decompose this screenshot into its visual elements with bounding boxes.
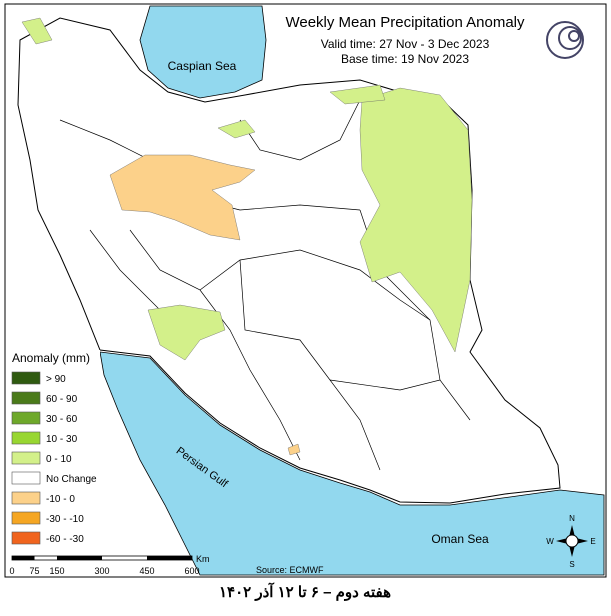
scale-label: 450 bbox=[139, 566, 154, 576]
legend-swatch bbox=[11, 451, 41, 465]
patch-positive bbox=[147, 304, 226, 361]
scale-segment bbox=[12, 556, 35, 560]
legend-swatch bbox=[11, 511, 41, 525]
compass-w: W bbox=[546, 537, 554, 546]
legend-label: 60 - 90 bbox=[46, 394, 78, 405]
scale-label: 300 bbox=[94, 566, 109, 576]
legend-label: -30 - -10 bbox=[46, 514, 84, 525]
scale-segment bbox=[147, 556, 192, 560]
compass-e: E bbox=[590, 537, 595, 546]
scale-label: 600 bbox=[184, 566, 199, 576]
logo bbox=[546, 21, 584, 59]
base-time: Base time: 19 Nov 2023 bbox=[341, 52, 469, 66]
legend-label: -10 - 0 bbox=[46, 494, 75, 505]
legend-swatch bbox=[11, 491, 41, 505]
patch-negative bbox=[109, 154, 256, 241]
title: Weekly Mean Precipitation Anomaly bbox=[285, 14, 525, 31]
source: Source: ECMWF bbox=[256, 565, 324, 575]
legend-title: Anomaly (mm) bbox=[12, 351, 90, 365]
scale-label: 75 bbox=[29, 566, 39, 576]
legend-label: No Change bbox=[46, 474, 97, 485]
compass-n: N bbox=[569, 514, 575, 523]
sea-south bbox=[99, 351, 605, 576]
legend-label: 30 - 60 bbox=[46, 414, 78, 425]
footer: هفته دوم – ۶ تا ۱۲ آذر ۱۴۰۲ bbox=[219, 582, 391, 601]
anomaly-patches bbox=[21, 17, 473, 456]
caspian-sea bbox=[139, 5, 267, 99]
legend-label: -60 - -30 bbox=[46, 534, 84, 545]
scale-label: 0 bbox=[9, 566, 14, 576]
legend-swatch bbox=[11, 431, 41, 445]
legend-label: 0 - 10 bbox=[46, 454, 72, 465]
legend-label: 10 - 30 bbox=[46, 434, 78, 445]
sea-label: Oman Sea bbox=[431, 532, 489, 546]
legend-swatch bbox=[11, 371, 41, 385]
patch-positive bbox=[217, 119, 256, 139]
compass-s: S bbox=[569, 560, 574, 569]
patch-positive bbox=[21, 17, 53, 45]
scale-unit: Km bbox=[196, 554, 210, 564]
legend-swatch bbox=[11, 391, 41, 405]
legend-swatch bbox=[11, 531, 41, 545]
legend-label: > 90 bbox=[46, 374, 66, 385]
legend-swatch bbox=[11, 471, 41, 485]
compass bbox=[556, 525, 588, 557]
valid-time: Valid time: 27 Nov - 3 Dec 2023 bbox=[321, 37, 490, 51]
province-lines bbox=[59, 99, 471, 471]
scale-bar: 0 75 150 300 450 600 Km bbox=[9, 554, 209, 576]
scale-segment bbox=[57, 556, 102, 560]
legend-swatch bbox=[11, 411, 41, 425]
legend-items: > 90 60 - 90 30 - 60 10 - 30 0 - 10 No Change… bbox=[11, 371, 97, 545]
patch-positive bbox=[329, 84, 386, 105]
sea-label: Caspian Sea bbox=[168, 59, 237, 73]
scale-label: 150 bbox=[49, 566, 64, 576]
patch-positive bbox=[359, 87, 473, 353]
patch-negative bbox=[287, 443, 301, 456]
